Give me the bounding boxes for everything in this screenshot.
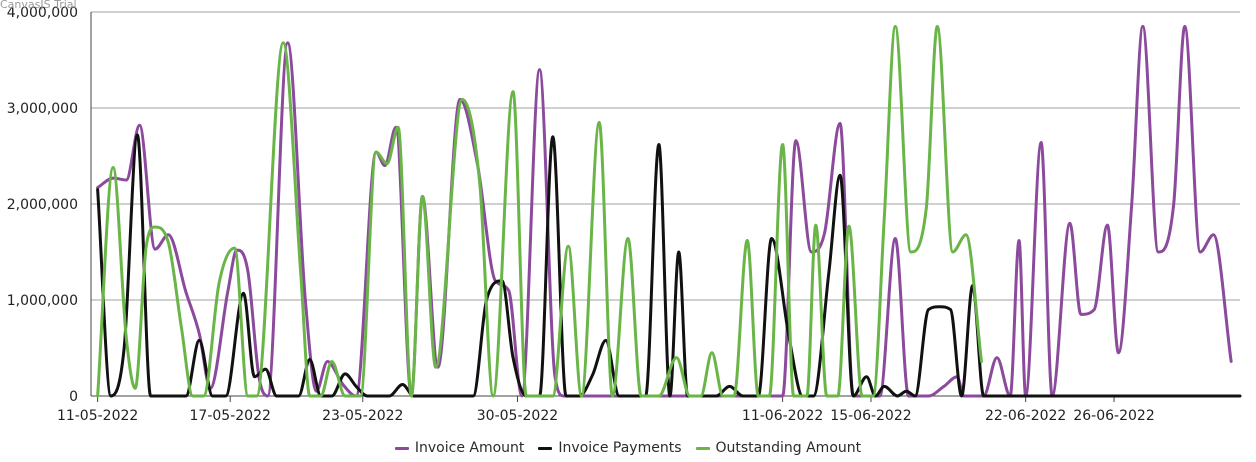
- y-tick-label: 3,000,000: [7, 101, 78, 117]
- y-tick-label: 1,000,000: [7, 293, 78, 309]
- series-line-outstanding-amount[interactable]: [96, 24, 983, 398]
- axis-layer: 0 1,000,000 2,000,000 3,000,000 4,000,000 11-…: [7, 5, 1240, 424]
- x-tick-label: 23-05-2022: [322, 408, 403, 424]
- x-tick-label: 11-06-2022: [742, 408, 823, 424]
- y-tick-label: 4,000,000: [7, 5, 78, 21]
- x-tick-label: 11-05-2022: [57, 408, 138, 424]
- series-line-invoice-amount[interactable]: [96, 24, 1233, 398]
- chart-legend: Invoice Amount Invoice Payments Outstand…: [0, 440, 1256, 456]
- legend-swatch-invoice-amount: [394, 446, 409, 450]
- watermark-text: CanvasJS Trial: [0, 0, 77, 11]
- y-tick-label: 2,000,000: [7, 197, 78, 213]
- legend-label-outstanding-amount: Outstanding Amount: [715, 440, 862, 456]
- x-tick-label: 22-06-2022: [985, 408, 1066, 424]
- series-line-invoice-payments[interactable]: [96, 133, 1242, 398]
- legend-item-invoice-payments[interactable]: Invoice Payments: [538, 440, 682, 456]
- legend-label-invoice-payments: Invoice Payments: [558, 440, 682, 456]
- x-tick-label: 15-06-2022: [830, 408, 911, 424]
- legend-item-invoice-amount[interactable]: Invoice Amount: [394, 440, 525, 456]
- series-layer: [96, 24, 1242, 398]
- x-tick-label: 30-05-2022: [477, 408, 558, 424]
- legend-swatch-invoice-payments: [538, 446, 553, 450]
- legend-swatch-outstanding-amount: [695, 446, 710, 450]
- y-tick-label: 0: [69, 389, 78, 405]
- legend-label-invoice-amount: Invoice Amount: [414, 440, 525, 456]
- legend-item-outstanding-amount[interactable]: Outstanding Amount: [695, 440, 862, 456]
- x-tick-label: 26-06-2022: [1073, 408, 1154, 424]
- x-tick-label: 17-05-2022: [190, 408, 271, 424]
